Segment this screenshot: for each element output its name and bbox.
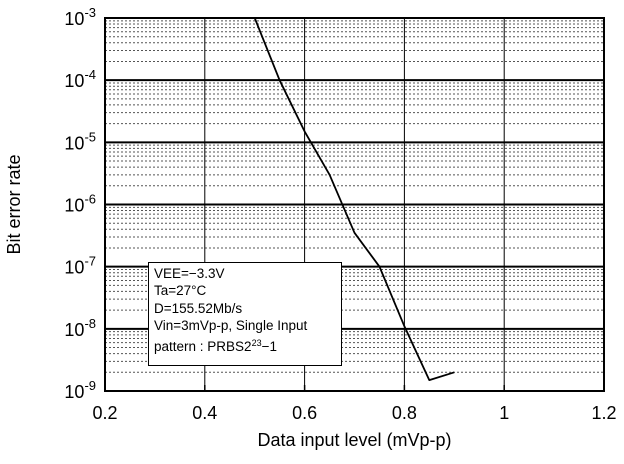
x-tick-label: 1 xyxy=(499,403,509,423)
x-tick-label: 0.4 xyxy=(192,403,217,423)
note-line-d: D=155.52Mb/s xyxy=(154,300,243,316)
y-tick-label: 10-8 xyxy=(64,316,96,340)
x-tick-labels: 0.2 0.4 0.6 0.8 1 1.2 xyxy=(92,385,617,423)
x-tick-label: 1.2 xyxy=(591,403,616,423)
y-axis-label: Bit error rate xyxy=(4,154,24,254)
x-tick-label: 0.8 xyxy=(392,403,417,423)
x-tick-label: 0.6 xyxy=(292,403,317,423)
y-tick-label: 10-3 xyxy=(64,5,96,29)
note-pattern-tail: −1 xyxy=(261,338,277,354)
note-pattern-exponent: 23 xyxy=(251,337,262,348)
series-layer xyxy=(253,17,455,382)
x-axis-label: Data input level (mVp-p) xyxy=(257,430,451,450)
conditions-note: VEE=−3.3V Ta=27°C D=155.52Mb/s Vin=3mVp-… xyxy=(148,262,342,366)
note-line-vee: VEE=−3.3V xyxy=(154,266,225,281)
note-line-vin: Vin=3mVp-p, Single Input xyxy=(154,318,308,334)
y-tick-label: 10-6 xyxy=(64,192,96,216)
y-tick-label: 10-7 xyxy=(64,254,96,278)
note-line-ta: Ta=27°C xyxy=(154,283,207,299)
note-line-pattern: pattern : PRBS223−1 xyxy=(154,335,341,355)
note-pattern-text: pattern : PRBS2 xyxy=(154,338,252,354)
y-tick-label: 10-4 xyxy=(64,67,96,91)
x-tick-label: 0.2 xyxy=(92,403,117,423)
plot-frame xyxy=(104,17,605,392)
ber-curve xyxy=(253,17,455,382)
y-tick-labels: 10-3 10-4 10-5 10-6 10-7 10-8 10-9 xyxy=(64,5,96,402)
y-tick-label: 10-9 xyxy=(64,378,96,402)
y-tick-label: 10-5 xyxy=(64,129,96,153)
